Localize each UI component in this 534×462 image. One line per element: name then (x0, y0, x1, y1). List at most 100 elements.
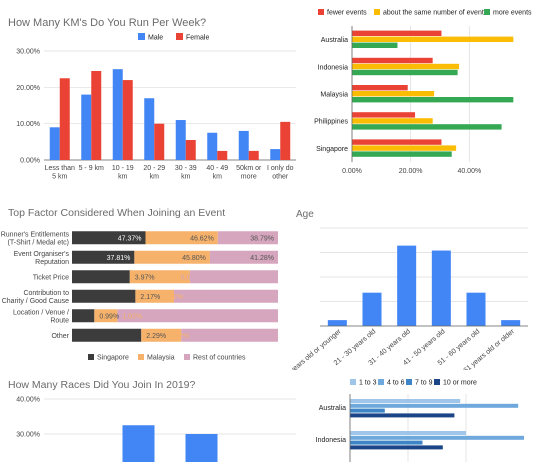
bar-segment-1 (135, 289, 174, 303)
y-tick-label: Location / Venue / (13, 309, 69, 316)
data-label: 45.80% (182, 255, 206, 262)
bar (501, 320, 521, 326)
bar-segment-0 (72, 231, 146, 245)
races-chart-svg: How Many Races Did You Join In 2019? 30.0… (8, 379, 296, 462)
bar (397, 245, 417, 326)
bar-male (112, 69, 123, 160)
bar-fewer (352, 57, 433, 64)
legend-label-3: 10 or more (443, 380, 477, 387)
races-country-chart-svg: 1 to 3 4 to 6 7 to 9 10 or more Australia Ind… (316, 379, 524, 462)
bar-female (248, 150, 259, 160)
bar (122, 425, 155, 462)
x-tick-label: other (272, 174, 289, 181)
data-label: 2.29% (146, 333, 166, 340)
data-label: 3.20% (192, 333, 212, 340)
legend-label-1: 4 to 6 (387, 380, 405, 387)
events-chart-svg: fewer events about the same number of eve… (314, 9, 532, 175)
x-tick-label: 50km or (236, 165, 262, 172)
chart-title: How Many KM's Do You Run Per Week? (8, 17, 206, 29)
y-tick-label: (T-Shirt / Medal etc) (8, 239, 69, 246)
bar-segment-2 (189, 270, 278, 284)
bar (350, 403, 519, 408)
y-tick-label: 20.00% (16, 85, 40, 92)
y-tick-label: 30.00% (16, 49, 40, 56)
bar-about (352, 118, 433, 124)
data-label: 46.62% (190, 235, 214, 242)
legend-swatch-0 (88, 354, 94, 360)
data-label: 2.17% (140, 294, 160, 301)
bar (327, 320, 347, 326)
bar (350, 435, 524, 440)
bar-female (154, 123, 165, 160)
data-label: 3.97% (135, 274, 155, 281)
x-tick-label: 0.00% (342, 168, 362, 175)
bar-male (49, 127, 60, 160)
y-tick-label: 30.00% (16, 432, 40, 439)
y-tick-label: Singapore (316, 146, 348, 153)
x-tick-label: 5 km (52, 174, 67, 181)
x-tick-label: km (150, 174, 160, 181)
bar-fewer (352, 139, 442, 145)
legend-label-1: about the same number of events (383, 10, 488, 17)
bar-segment-0 (72, 289, 136, 303)
y-tick-label: Philippines (314, 119, 348, 126)
bar (350, 399, 461, 403)
y-tick-label: Australia (321, 37, 348, 44)
bar-female (59, 78, 70, 160)
x-tick-label: 20.00% (399, 168, 423, 175)
y-tick-label: 40.00% (16, 397, 40, 404)
bar (350, 445, 443, 450)
races-country-chart: 1 to 3 4 to 6 7 to 9 10 or more Australia Ind… (306, 372, 534, 462)
bar-more (352, 69, 458, 76)
bar-segment-0 (72, 309, 95, 323)
bar-about (352, 91, 435, 97)
bar-male (81, 94, 92, 160)
bar-about (352, 63, 460, 70)
legend-label-0: Singapore (97, 355, 129, 362)
bar (185, 434, 218, 462)
km-chart: How Many KM's Do You Run Per Week? Male Fe… (0, 0, 300, 190)
bar-more (352, 42, 398, 48)
bar-segment-2 (181, 328, 278, 342)
bar-more (352, 97, 514, 103)
bar-segment-1 (94, 309, 118, 323)
data-label: 0.99% (99, 313, 119, 320)
legend-swatch-1 (138, 354, 144, 360)
x-tick-label: 40 - 49 (206, 165, 228, 172)
bar-segment-0 (72, 250, 135, 264)
chart-title: Age (296, 209, 314, 220)
x-tick-label: km (213, 174, 223, 181)
data-label: 41.28% (250, 255, 274, 262)
x-tick-label: km (181, 174, 191, 181)
legend-swatch-0 (318, 9, 324, 15)
x-tick-label: I only do (267, 165, 294, 172)
legend-label-1: Malaysia (147, 355, 175, 362)
y-tick-label: Event Organiser's (14, 251, 70, 258)
data-label: 6.05% (181, 274, 201, 281)
y-tick-label: Australia (319, 405, 346, 412)
legend-label-2: more events (493, 10, 532, 17)
x-tick-label: 40.00% (457, 168, 481, 175)
bar (431, 250, 451, 326)
x-tick-label: 5 - 9 km (79, 165, 104, 172)
bar (466, 292, 486, 326)
y-tick-label: Indonesia (316, 437, 346, 444)
legend-label-1: Female (186, 35, 209, 42)
legend-swatch-0 (350, 379, 356, 385)
legend-swatch-2 (406, 379, 412, 385)
y-tick-label: Other (51, 333, 69, 340)
y-tick-label: Reputation (35, 259, 69, 266)
bar-segment-2 (209, 250, 278, 264)
x-tick-label: km (118, 174, 128, 181)
bar (350, 440, 423, 445)
x-tick-label: 20 - 29 (143, 165, 165, 172)
y-tick-label: Route (50, 317, 69, 324)
data-label: 1.32% (163, 294, 183, 301)
x-tick-label: Less than (45, 165, 75, 172)
bar-male (175, 120, 186, 160)
legend-swatch-1 (374, 9, 380, 15)
bar-segment-1 (129, 270, 190, 284)
data-label: 38.79% (250, 235, 274, 242)
